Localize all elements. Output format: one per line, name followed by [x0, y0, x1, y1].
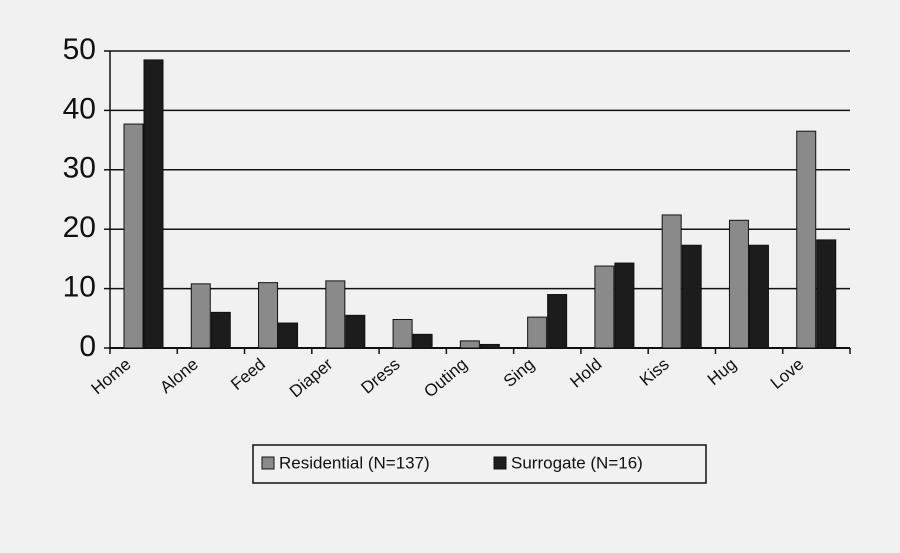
- bar: [748, 244, 769, 349]
- y-tick-label: 0: [79, 330, 96, 363]
- x-tick-label: Hug: [704, 355, 740, 390]
- y-tick-label: 10: [63, 271, 96, 304]
- bar: [325, 280, 346, 349]
- x-tick-label: Kiss: [636, 355, 673, 390]
- y-tick-label: 50: [63, 33, 96, 66]
- bar: [681, 244, 702, 349]
- bar: [412, 333, 433, 349]
- bar: [459, 340, 480, 349]
- bar: [728, 219, 749, 349]
- bar: [143, 59, 164, 349]
- y-tick-label: 30: [63, 152, 96, 185]
- bar: [594, 265, 615, 349]
- x-tick-label: Dress: [357, 355, 403, 398]
- bar: [661, 214, 682, 349]
- x-tick-label: Sing: [500, 355, 538, 391]
- x-tick-label: Outing: [420, 355, 471, 402]
- bar: [190, 283, 211, 349]
- legend-swatch: [261, 456, 275, 470]
- bar: [258, 282, 279, 349]
- bar: [345, 314, 366, 349]
- bar: [527, 316, 548, 349]
- x-tick-label: Diaper: [286, 354, 337, 401]
- bar: [392, 318, 413, 349]
- bar: [123, 123, 144, 349]
- legend: Residential (N=137) Surrogate (N=16): [252, 444, 707, 484]
- bar: [816, 239, 837, 349]
- x-tick-label: Feed: [227, 355, 269, 394]
- bar: [479, 343, 500, 349]
- x-tick-label: Love: [767, 355, 807, 393]
- legend-label: Residential (N=137): [279, 453, 430, 472]
- bar: [614, 262, 635, 349]
- bar: [278, 322, 299, 349]
- x-tick-label: Alone: [156, 355, 202, 398]
- bar: [210, 311, 231, 349]
- y-tick-label: 40: [63, 92, 96, 125]
- legend-box: [252, 444, 707, 484]
- legend-label: Surrogate (N=16): [511, 453, 643, 472]
- x-tick-label: Hold: [566, 355, 605, 392]
- bar: [796, 130, 817, 349]
- legend-swatch: [493, 456, 507, 470]
- bar: [547, 294, 568, 349]
- y-tick-label: 20: [63, 211, 96, 244]
